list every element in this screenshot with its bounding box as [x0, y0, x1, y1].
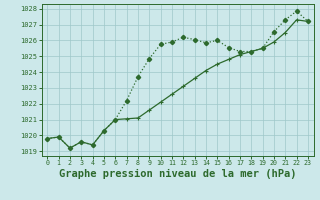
X-axis label: Graphe pression niveau de la mer (hPa): Graphe pression niveau de la mer (hPa) [59, 169, 296, 179]
